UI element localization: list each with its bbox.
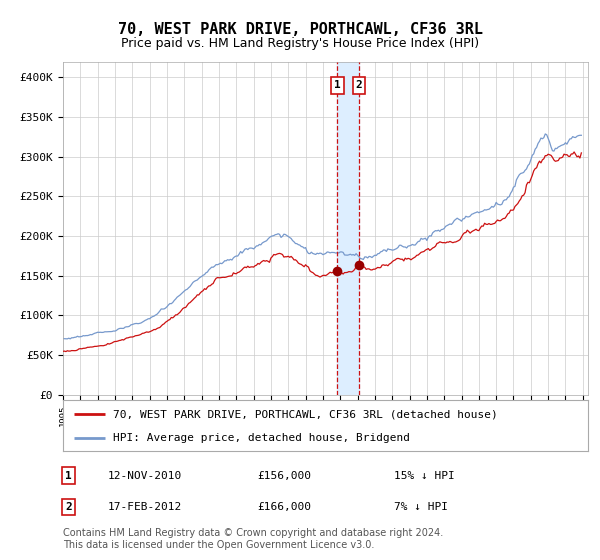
Text: 2: 2 [65, 502, 71, 512]
Text: 7% ↓ HPI: 7% ↓ HPI [394, 502, 448, 512]
Text: Price paid vs. HM Land Registry's House Price Index (HPI): Price paid vs. HM Land Registry's House … [121, 37, 479, 50]
Text: HPI: Average price, detached house, Bridgend: HPI: Average price, detached house, Brid… [113, 433, 410, 443]
Text: 2: 2 [356, 81, 362, 90]
Text: £166,000: £166,000 [257, 502, 311, 512]
Text: 12-NOV-2010: 12-NOV-2010 [107, 470, 182, 480]
Text: 15% ↓ HPI: 15% ↓ HPI [394, 470, 455, 480]
Text: Contains HM Land Registry data © Crown copyright and database right 2024.
This d: Contains HM Land Registry data © Crown c… [63, 528, 443, 550]
Bar [337, 62, 359, 395]
Text: 70, WEST PARK DRIVE, PORTHCAWL, CF36 3RL (detached house): 70, WEST PARK DRIVE, PORTHCAWL, CF36 3RL… [113, 409, 497, 419]
Text: 1: 1 [334, 81, 341, 90]
Text: 17-FEB-2012: 17-FEB-2012 [107, 502, 182, 512]
Text: 70, WEST PARK DRIVE, PORTHCAWL, CF36 3RL: 70, WEST PARK DRIVE, PORTHCAWL, CF36 3RL [118, 22, 482, 38]
Text: £156,000: £156,000 [257, 470, 311, 480]
Text: 1: 1 [65, 470, 71, 480]
